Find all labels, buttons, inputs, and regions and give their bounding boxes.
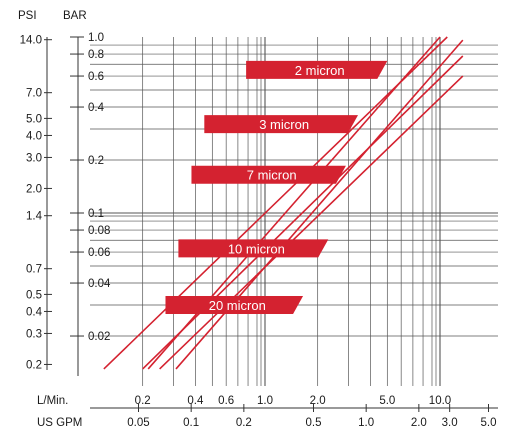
bar-axis-title: BAR <box>63 10 87 22</box>
series-layer <box>103 36 464 370</box>
tick-layer: 1.0 0.8 0.6 0.4 0.2 0.1 0.08 0.06 0.04 0.02 14.0 7.… <box>20 32 498 429</box>
bar-tick-label: 0.08 <box>88 225 110 237</box>
series-label-band <box>204 115 359 134</box>
gpm-tick-label: 3.0 <box>442 417 458 429</box>
bar-tick-label: 0.4 <box>88 102 105 114</box>
gpm-tick-label: 0.5 <box>305 417 321 429</box>
psi-tick-label: 0.3 <box>26 328 42 340</box>
series-line-3-micron <box>103 36 448 370</box>
psi-tick-label: 14.0 <box>20 35 42 47</box>
series-label-band <box>178 239 329 258</box>
gpm-tick-label: 1.0 <box>358 417 374 429</box>
lpm-axis-title: L/Min. <box>37 395 68 407</box>
series-label-text: 2 micron <box>295 63 345 78</box>
psi-tick-label: 5.0 <box>26 113 42 125</box>
gpm-tick-label: 2.0 <box>411 417 427 429</box>
gpm-tick-label: 5.0 <box>480 417 496 429</box>
psi-tick-label: 7.0 <box>26 88 42 100</box>
series-label-band <box>246 60 388 79</box>
series-label-text: 3 micron <box>259 117 309 132</box>
bar-tick-label: 0.2 <box>88 155 104 167</box>
series-label-text: 20 micron <box>209 298 266 313</box>
bar-tick-label: 0.06 <box>88 247 110 259</box>
gpm-tick-label: 0.1 <box>183 417 199 429</box>
psi-tick-label: 0.7 <box>26 264 42 276</box>
lpm-tick-label: 5.0 <box>379 395 395 407</box>
gpm-tick-label: 0.2 <box>236 417 252 429</box>
lpm-tick-label: 2.0 <box>310 395 326 407</box>
lpm-tick-label: 0.2 <box>135 395 151 407</box>
bar-tick-label: 1.0 <box>88 32 104 44</box>
psi-tick-label: 0.5 <box>26 289 42 301</box>
bar-tick-label: 0.1 <box>88 208 104 220</box>
psi-axis-title: PSI <box>18 10 37 22</box>
series-label-text: 10 micron <box>228 241 285 256</box>
lpm-tick-label: 10.0 <box>429 395 451 407</box>
psi-tick-label: 2.0 <box>26 183 42 195</box>
series-label-text: 7 micron <box>247 168 297 183</box>
psi-tick-label: 4.0 <box>26 130 42 142</box>
bar-tick-label: 0.02 <box>88 331 110 343</box>
series-line-10-micron <box>142 55 464 370</box>
psi-tick-label: 0.2 <box>26 359 42 371</box>
gpm-axis-title: US GPM <box>37 417 82 429</box>
bar-tick-label: 0.8 <box>88 49 104 61</box>
bar-tick-label: 0.04 <box>88 278 111 290</box>
gpm-tick-label: 0.05 <box>127 417 149 429</box>
lpm-tick-label: 0.4 <box>187 395 204 407</box>
label-layer: 2 micron 3 micron 7 micron 10 micron 20 micr… <box>165 60 388 315</box>
bar-tick-label: 0.6 <box>88 71 104 83</box>
axis-layer: PSI BAR L/Min. US GPM <box>18 10 87 429</box>
series-line-7-micron <box>175 39 464 370</box>
series-label-band <box>165 296 304 315</box>
grid-layer <box>90 37 498 386</box>
psi-tick-label: 0.4 <box>26 306 43 318</box>
series-label-band <box>191 165 346 184</box>
lpm-tick-label: 1.0 <box>257 395 273 407</box>
psi-tick-label: 1.4 <box>26 211 43 223</box>
lpm-tick-label: 0.6 <box>218 395 234 407</box>
psi-tick-label: 3.0 <box>26 152 42 164</box>
series-line-20-micron <box>159 75 464 370</box>
